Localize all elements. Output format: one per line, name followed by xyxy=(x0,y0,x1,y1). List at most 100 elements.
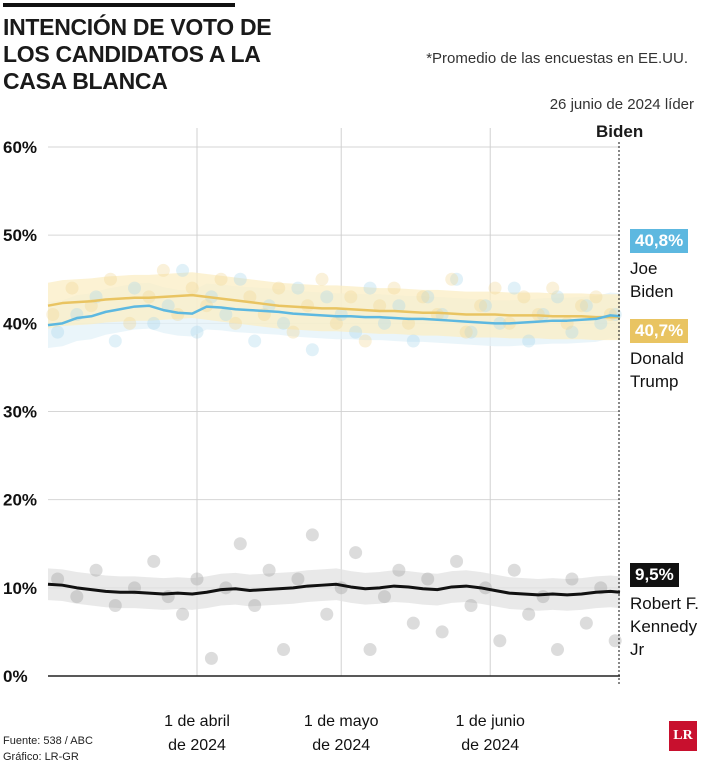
rfk-final-value: 9,5% xyxy=(630,563,679,587)
biden-poll-dot xyxy=(464,325,478,339)
biden-poll-dot xyxy=(190,325,204,339)
rfk-poll-dot xyxy=(176,607,190,621)
x-tick-label: 1 de abril xyxy=(164,713,230,730)
y-tick-label: 20% xyxy=(3,491,37,510)
biden-poll-dot xyxy=(392,299,406,313)
biden-poll-dot xyxy=(334,308,348,322)
rfk-name-line1: Robert F. xyxy=(630,594,699,613)
y-tick-label: 0% xyxy=(3,667,28,686)
biden-poll-dot xyxy=(450,272,464,286)
biden-poll-dot xyxy=(478,299,492,313)
biden-poll-dot xyxy=(108,334,122,348)
y-tick-label: 10% xyxy=(3,579,37,598)
rfk-poll-dot xyxy=(262,563,276,577)
biden-poll-dot xyxy=(248,334,262,348)
x-tick-label: de 2024 xyxy=(312,737,370,754)
rfk-poll-dot xyxy=(608,634,622,648)
rfk-poll-dot xyxy=(392,563,406,577)
rfk-poll-dot xyxy=(147,554,161,568)
biden-poll-dot xyxy=(594,316,608,330)
x-tick-label: de 2024 xyxy=(461,737,519,754)
biden-poll-dot xyxy=(51,325,65,339)
trump-name-line2: Trump xyxy=(630,372,679,391)
trump-poll-dot xyxy=(123,316,137,330)
rfk-poll-dot xyxy=(406,616,420,630)
trump-poll-dot xyxy=(517,290,531,304)
biden-name-line1: Joe xyxy=(630,259,658,278)
rfk-poll-dot xyxy=(507,563,521,577)
trump-poll-dot xyxy=(488,281,502,295)
trump-poll-dot xyxy=(171,308,185,322)
trump-poll-dot xyxy=(546,281,560,295)
series-lines xyxy=(47,293,621,597)
rfk-poll-dot xyxy=(277,643,291,657)
trump-poll-dot xyxy=(358,334,372,348)
trump-line xyxy=(47,293,620,319)
biden-poll-dot xyxy=(320,290,334,304)
trump-poll-dot xyxy=(272,281,286,295)
x-tick-label: 1 de junio xyxy=(456,713,525,730)
biden-poll-dot xyxy=(421,290,435,304)
source-note: Fuente: 538 / ABC xyxy=(3,735,93,747)
y-tick-label: 40% xyxy=(3,314,37,333)
biden-poll-dot xyxy=(128,281,142,295)
rfk-poll-dot xyxy=(108,598,122,612)
rfk-poll-dot xyxy=(464,598,478,612)
biden-poll-dot xyxy=(291,281,305,295)
trump-poll-dot xyxy=(344,290,358,304)
biden-poll-dot xyxy=(363,281,377,295)
x-tick-label: de 2024 xyxy=(168,737,226,754)
trump-poll-dot xyxy=(286,325,300,339)
biden-final-value: 40,8% xyxy=(630,229,689,253)
biden-poll-dot xyxy=(349,325,363,339)
rfk-poll-dot xyxy=(421,572,435,586)
trump-poll-dot xyxy=(243,290,257,304)
trump-poll-dot xyxy=(387,281,401,295)
rfk-poll-dot xyxy=(89,563,103,577)
trump-poll-dot xyxy=(416,290,430,304)
rfk-poll-dot xyxy=(450,554,464,568)
rfk-poll-dot xyxy=(70,590,84,604)
trump-poll-dot xyxy=(103,272,117,286)
rfk-poll-dot xyxy=(291,572,305,586)
trump-poll-dot xyxy=(445,272,459,286)
rfk-name-line3: Jr xyxy=(630,640,645,659)
biden-poll-dot xyxy=(579,299,593,313)
rfk-poll-dot xyxy=(536,590,550,604)
trump-poll-dot xyxy=(65,281,79,295)
rfk-poll-dot xyxy=(305,528,319,542)
biden-poll-dot xyxy=(277,316,291,330)
y-tick-label: 60% xyxy=(3,138,37,157)
trump-poll-dot xyxy=(474,299,488,313)
trump-poll-dot xyxy=(589,290,603,304)
biden-poll-dot xyxy=(219,308,233,322)
date-label: 26 junio de 2024 líder xyxy=(549,96,694,113)
biden-poll-dot xyxy=(507,281,521,295)
rfk-poll-dot xyxy=(579,616,593,630)
trump-poll-dot xyxy=(459,325,473,339)
x-tick-label: 1 de mayo xyxy=(304,713,379,730)
rfk-name-line2: Kennedy xyxy=(630,617,698,636)
trump-poll-dot xyxy=(228,316,242,330)
rfk-poll-dot xyxy=(51,572,65,586)
biden-poll-dot xyxy=(147,316,161,330)
trump-poll-dot xyxy=(329,316,343,330)
trump-name-line1: Donald xyxy=(630,349,684,368)
trump-poll-dot xyxy=(301,299,315,313)
rfk-poll-dot xyxy=(551,643,565,657)
trump-final-value: 40,7% xyxy=(630,319,689,343)
rfk-poll-dot xyxy=(522,607,536,621)
rfk-line xyxy=(47,582,621,597)
biden-name-line2: Biden xyxy=(630,282,674,301)
rfk-poll-dot xyxy=(233,537,247,551)
trump-poll-dot xyxy=(214,272,228,286)
trump-poll-dot xyxy=(430,308,444,322)
biden-poll-dot xyxy=(551,290,565,304)
rfk-poll-dot xyxy=(204,651,218,665)
axes: 0% 10% 20% 30% 40% 50% 60% 1 de abril de 2024 1 d… xyxy=(3,138,620,754)
trump-poll-dot xyxy=(156,263,170,277)
rfk-poll-dot xyxy=(363,643,377,657)
biden-poll-dot xyxy=(233,272,247,286)
chart-title: INTENCIÓN DE VOTO DE LOS CANDIDATOS A LA… xyxy=(3,14,272,94)
